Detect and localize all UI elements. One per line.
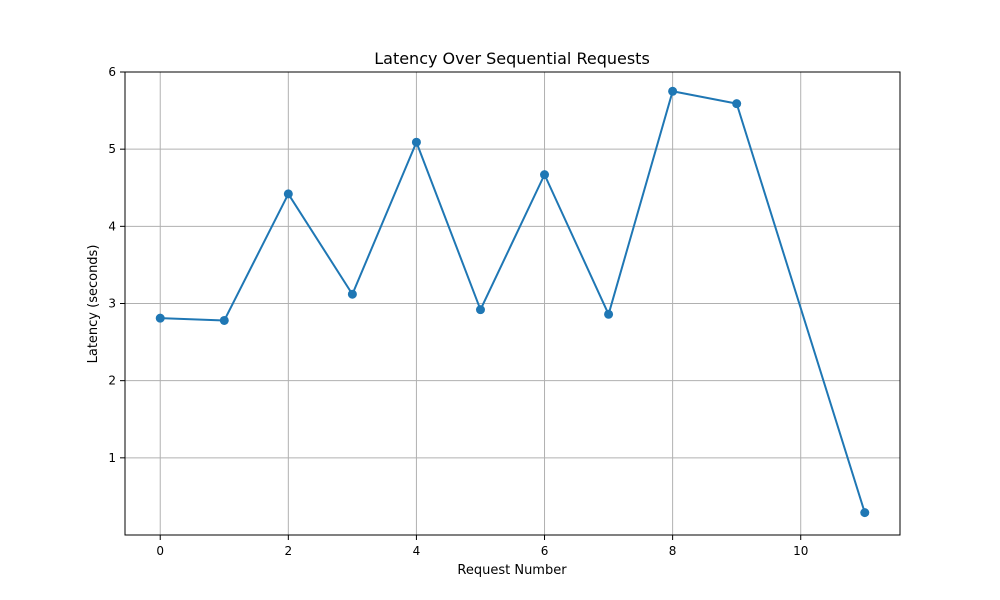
data-point [219, 315, 229, 325]
chart-title: Latency Over Sequential Requests [374, 49, 650, 68]
y-tick-label: 2 [108, 374, 116, 388]
x-tick-label: 2 [285, 544, 293, 558]
x-tick-label: 4 [413, 544, 421, 558]
data-point [411, 137, 421, 147]
x-tick-label: 0 [156, 544, 164, 558]
x-tick-label: 6 [541, 544, 549, 558]
series-layer [155, 86, 870, 518]
y-tick-label: 3 [108, 297, 116, 311]
data-point [604, 309, 614, 319]
data-point [155, 313, 165, 323]
data-point [475, 305, 485, 315]
data-point [732, 99, 742, 109]
data-point [668, 86, 678, 96]
data-point [860, 508, 870, 518]
y-axis-label: Latency (seconds) [86, 245, 101, 364]
x-axis-ticks: 0 2 4 6 8 10 [156, 535, 808, 558]
series-line [160, 90, 866, 513]
y-tick-label: 6 [108, 65, 116, 79]
x-tick-label: 8 [669, 544, 677, 558]
x-tick-label: 10 [793, 544, 808, 558]
y-axis-ticks: 1 2 3 4 5 6 [108, 65, 125, 465]
y-tick-label: 4 [108, 219, 116, 233]
data-point [283, 189, 293, 199]
data-point [540, 170, 550, 180]
data-point [347, 289, 357, 299]
y-tick-label: 1 [108, 451, 116, 465]
y-tick-label: 5 [108, 142, 116, 156]
x-axis-label: Request Number [457, 563, 567, 578]
grid-lines [125, 71, 900, 535]
